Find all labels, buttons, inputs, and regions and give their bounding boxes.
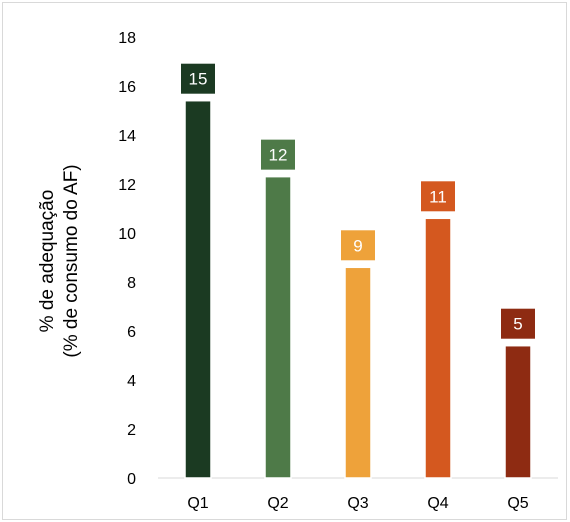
data-label-box-q5 — [501, 308, 535, 339]
y-tick-label: 2 — [127, 422, 136, 439]
y-tick-label: 4 — [127, 373, 136, 390]
data-label-box-q2 — [261, 139, 295, 170]
y-tick-label: 10 — [118, 226, 136, 243]
data-label-q2: 12 — [269, 146, 288, 165]
x-tick-label: Q3 — [347, 495, 368, 512]
y-tick-label: 12 — [118, 177, 136, 194]
y-tick-label: 18 — [118, 30, 136, 47]
x-axis-ticks: Q1 Q2 Q3 Q4 Q5 — [187, 495, 528, 512]
data-label-box-q3 — [341, 230, 375, 261]
bar-q2 — [264, 175, 292, 479]
x-tick-label: Q4 — [427, 495, 448, 512]
data-label-q3: 9 — [353, 236, 362, 255]
y-tick-label: 6 — [127, 324, 136, 341]
y-axis-ticks: 0 2 4 6 8 10 12 14 16 18 — [118, 30, 136, 488]
y-tick-label: 0 — [127, 471, 136, 488]
data-label-box-q1 — [181, 63, 215, 94]
y-tick-label: 16 — [118, 79, 136, 96]
y-axis-label-line-2: (% de consumo do AF) — [61, 164, 82, 357]
bar-q3 — [344, 266, 372, 479]
data-label-q5: 5 — [513, 315, 522, 334]
x-tick-label: Q1 — [187, 495, 208, 512]
x-tick-label: Q5 — [507, 495, 528, 512]
bar-q1 — [184, 99, 212, 479]
bar-q4 — [424, 217, 452, 479]
x-tick-label: Q2 — [267, 495, 288, 512]
bar-q5 — [504, 344, 532, 479]
bars: 15 12 9 11 5 — [158, 63, 558, 479]
y-axis-label: % de adequação (% de consumo do AF) — [37, 164, 82, 357]
y-tick-label: 14 — [118, 128, 136, 145]
bar-chart: 0 2 4 6 8 10 12 14 16 18 15 12 9 11 5 Q1 Q2 Q3 Q4 Q5 % de… — [37, 30, 558, 512]
y-tick-label: 8 — [127, 275, 136, 292]
data-label-q4: 11 — [429, 187, 447, 206]
y-axis-label-line-1: % de adequação — [37, 190, 58, 333]
data-label-q1: 15 — [189, 70, 208, 89]
data-label-box-q4 — [421, 181, 455, 212]
